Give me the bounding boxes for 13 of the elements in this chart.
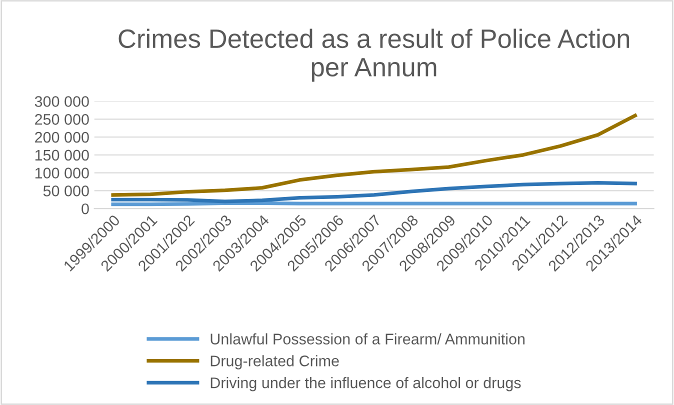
chart-title: Crimes Detected as a result of Police Action per Annum: [118, 28, 630, 82]
y-tick-label: 50 000: [43, 186, 89, 196]
legend-label: Unlawful Possession of a Firearm/ Ammunition: [210, 333, 525, 344]
y-tick-label: 150 000: [35, 150, 89, 161]
line-series: [111, 114, 637, 197]
y-tick-label: 300 000: [34, 96, 89, 107]
legend-label: Drug-related Crime: [210, 355, 339, 370]
line-series: [111, 181, 637, 204]
y-tick-label: 0: [82, 203, 89, 214]
y-tick-label: 250 000: [35, 114, 89, 125]
y-tick-label: 100 000: [35, 168, 89, 178]
y-tick-label: 200 000: [35, 132, 89, 143]
legend-label: Driving under the influence of alcohol or drugs: [210, 377, 521, 392]
